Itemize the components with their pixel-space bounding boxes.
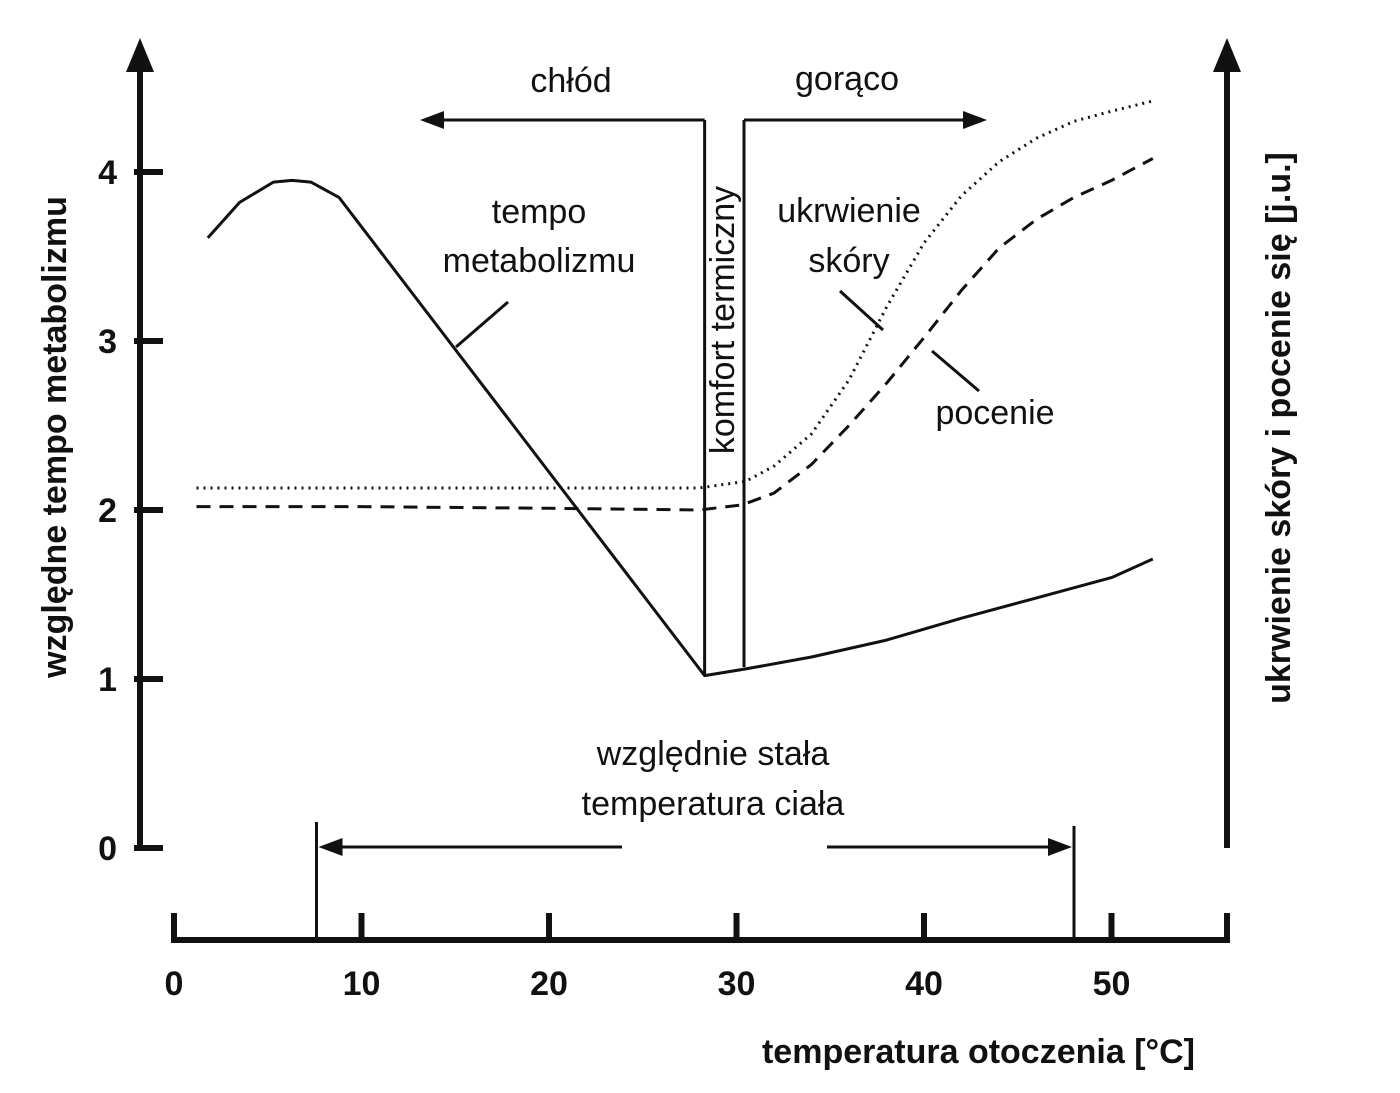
overlay-layer <box>315 111 1076 940</box>
sweating-annotation: pocenie <box>935 394 1054 432</box>
constant-temp-left-arrowhead <box>318 838 343 856</box>
series-line-dotted <box>196 99 1154 490</box>
y-tick-label: 0 <box>98 830 117 868</box>
sweating-leader-line <box>931 349 980 393</box>
cold-arrowhead <box>420 111 444 129</box>
x-ticks: 0 10 20 30 40 50 <box>165 913 1131 1003</box>
x-tick-label: 20 <box>530 965 568 1003</box>
series-layer <box>196 99 1154 678</box>
y-tick-label: 3 <box>98 323 117 361</box>
metabolism-annotation-line2: metabolizmu <box>443 242 636 280</box>
y-right-axis-arrowhead <box>1213 38 1241 72</box>
y-tick-label: 2 <box>98 492 117 530</box>
metabolism-annotation-line1: tempo <box>492 193 587 231</box>
skin-annotation-line2: skóry <box>808 242 889 280</box>
skin-leader-line <box>838 289 885 332</box>
y-ticks: 0 1 2 3 4 <box>98 154 163 868</box>
cold-label: chłód <box>530 62 611 100</box>
y-left-axis-title: względne tempo metabolizmu <box>36 196 74 679</box>
y-tick-label: 1 <box>98 661 117 699</box>
y-left-axis-arrowhead <box>126 38 154 72</box>
series-line-dashed <box>196 157 1154 512</box>
x-tick-label: 50 <box>1093 965 1131 1003</box>
x-tick-label: 40 <box>905 965 943 1003</box>
comfort-zone-label: komfort termiczny <box>704 186 742 454</box>
metabolism-leader-line <box>455 300 509 349</box>
constant-temp-annotation-line2: temperatura ciała <box>582 785 845 823</box>
hot-arrowhead <box>963 111 987 129</box>
x-tick-label: 10 <box>343 965 381 1003</box>
constant-temp-annotation-line1: względnie stała <box>596 735 830 773</box>
y-tick-label: 4 <box>98 154 117 192</box>
hot-label: gorąco <box>795 60 899 98</box>
x-tick-label: 0 <box>165 965 184 1003</box>
x-tick-label: 30 <box>718 965 756 1003</box>
skin-annotation-line1: ukrwienie <box>777 192 921 230</box>
x-axis-title: temperatura otoczenia [°C] <box>762 1033 1195 1071</box>
y-right-axis-title: ukrwienie skóry i pocenie się [j.u.] <box>1260 152 1298 704</box>
series-line-solid <box>206 178 1154 678</box>
constant-temp-right-arrowhead <box>1048 838 1072 856</box>
